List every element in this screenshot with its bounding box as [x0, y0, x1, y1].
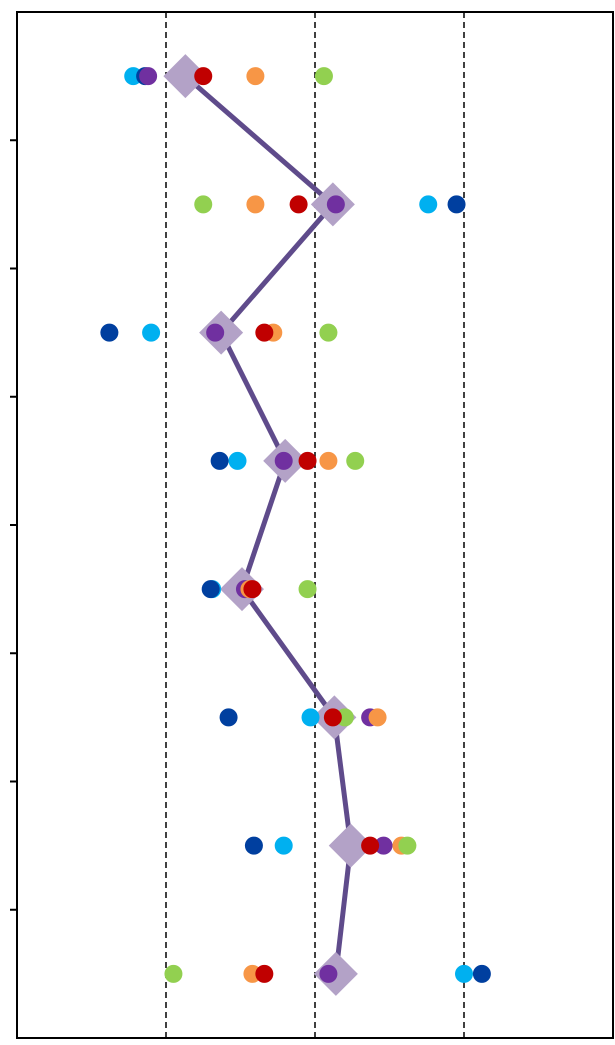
dot: [194, 67, 213, 86]
dot: [301, 708, 320, 727]
dot: [323, 708, 342, 727]
dot: [319, 964, 338, 983]
dot: [201, 580, 220, 599]
dot: [139, 67, 158, 86]
dot: [228, 451, 247, 470]
dot: [210, 451, 229, 470]
dot: [255, 964, 274, 983]
dot: [346, 451, 365, 470]
dot: [398, 836, 417, 855]
dot: [246, 67, 265, 86]
dot: [243, 580, 262, 599]
dot: [326, 195, 345, 214]
dot: [314, 67, 333, 86]
dot: [319, 323, 338, 342]
dot: [274, 451, 293, 470]
dot: [455, 964, 473, 983]
dot: [472, 964, 491, 983]
dot: [298, 451, 317, 470]
dot: [298, 580, 317, 599]
dot: [164, 964, 183, 983]
dot: [142, 323, 161, 342]
dot: [194, 195, 213, 214]
mean-marker: [163, 54, 208, 99]
mean-line: [183, 74, 354, 975]
mean-marker: [328, 823, 373, 868]
dot: [447, 195, 466, 214]
dot: [319, 451, 338, 470]
dot: [274, 836, 293, 855]
dot: [244, 836, 263, 855]
dot: [419, 195, 438, 214]
dot: [368, 708, 387, 727]
plot-frame: [16, 11, 614, 1039]
dot: [219, 708, 238, 727]
dot: [100, 323, 119, 342]
dot: [361, 836, 380, 855]
dot: [246, 195, 265, 214]
dot: [289, 195, 308, 214]
dot: [374, 836, 393, 855]
dot: [255, 323, 274, 342]
dot: [206, 323, 225, 342]
